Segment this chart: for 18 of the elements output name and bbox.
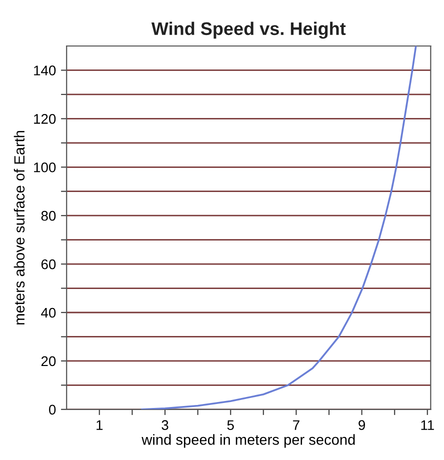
x-tick-label: 3 — [162, 420, 168, 430]
y-tick-label: 20 — [41, 356, 56, 366]
y-tick-label: 40 — [41, 308, 56, 318]
x-tick-label: 11 — [421, 420, 434, 430]
y-axis-title: meters above surface of Earth — [14, 130, 25, 324]
y-tick-label: 100 — [34, 162, 56, 172]
x-tick-label: 1 — [96, 420, 103, 430]
y-tick-label: 140 — [34, 66, 56, 76]
y-tick-label: 60 — [41, 259, 56, 270]
x-tick-label: 5 — [227, 420, 234, 430]
x-tick-label: 7 — [293, 420, 300, 430]
x-tick-label: 9 — [358, 420, 366, 430]
line-series — [141, 46, 417, 410]
y-tick-label: 80 — [41, 210, 56, 221]
y-tick-label: 120 — [34, 114, 56, 124]
chart-title: Wind Speed vs. Height — [151, 22, 346, 39]
y-tick-label: 0 — [49, 404, 56, 415]
x-axis-title: wind speed in meters per second — [142, 434, 355, 448]
